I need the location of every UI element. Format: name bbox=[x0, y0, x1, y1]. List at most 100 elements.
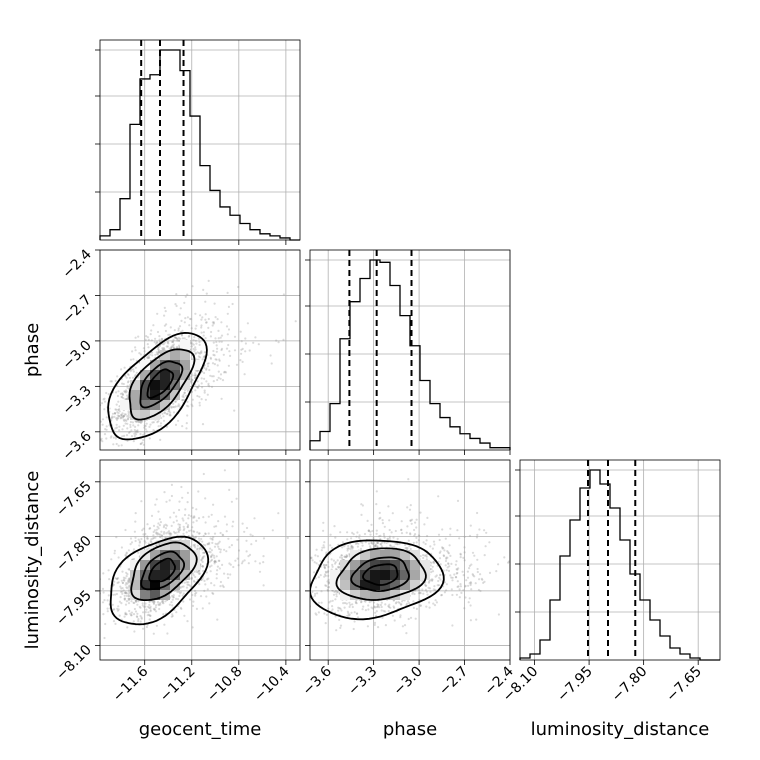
hist-luminosity-distance-frame bbox=[519, 459, 721, 661]
joint-geocent-time-vs-luminosity-distance-point bbox=[127, 602, 131, 605]
hist-luminosity-distance-step bbox=[519, 469, 720, 661]
joint-geocent-time-vs-luminosity-distance-point bbox=[137, 600, 140, 603]
joint-geocent-time-vs-luminosity-distance-point bbox=[188, 584, 192, 587]
joint-geocent-time-vs-luminosity-distance-density-cell bbox=[180, 570, 190, 580]
joint-geocent-time-vs-luminosity-distance-point bbox=[211, 591, 214, 595]
joint-geocent-time-vs-phase-point bbox=[246, 322, 249, 325]
joint-phase-vs-luminosity-distance-point bbox=[364, 600, 367, 603]
joint-phase-vs-luminosity-distance-point bbox=[470, 588, 473, 591]
joint-phase-vs-luminosity-distance-point bbox=[423, 554, 426, 557]
joint-geocent-time-vs-luminosity-distance-point bbox=[129, 612, 132, 615]
joint-geocent-time-vs-luminosity-distance-point bbox=[241, 522, 244, 525]
joint-phase-vs-luminosity-distance-point bbox=[320, 549, 323, 552]
joint-phase-vs-luminosity-distance-point bbox=[405, 531, 408, 534]
joint-geocent-time-vs-luminosity-distance-point bbox=[165, 524, 169, 527]
joint-geocent-time-vs-phase-point bbox=[200, 350, 203, 353]
joint-geocent-time-vs-phase-point bbox=[146, 343, 149, 346]
joint-geocent-time-vs-luminosity-distance-point bbox=[178, 594, 181, 598]
joint-geocent-time-vs-phase-point bbox=[209, 374, 212, 377]
joint-geocent-time-vs-luminosity-distance-point bbox=[168, 532, 171, 535]
joint-geocent-time-vs-luminosity-distance-point bbox=[146, 614, 149, 617]
joint-geocent-time-vs-luminosity-distance-point bbox=[121, 592, 124, 595]
joint-geocent-time-vs-phase-point bbox=[167, 410, 170, 413]
joint-geocent-time-vs-luminosity-distance-point bbox=[191, 526, 194, 529]
joint-geocent-time-vs-phase-point bbox=[185, 404, 189, 407]
joint-geocent-time-vs-luminosity-distance-point bbox=[155, 532, 158, 535]
joint-geocent-time-vs-phase-point bbox=[157, 349, 161, 352]
joint-geocent-time-vs-luminosity-distance-point bbox=[192, 516, 195, 519]
joint-phase-vs-luminosity-distance-point bbox=[475, 618, 478, 621]
joint-geocent-time-vs-phase-point bbox=[132, 424, 135, 427]
joint-geocent-time-vs-luminosity-distance-point bbox=[218, 547, 221, 551]
joint-geocent-time-vs-phase-point bbox=[219, 377, 222, 380]
joint-geocent-time-vs-luminosity-distance-point bbox=[191, 626, 194, 629]
joint-geocent-time-vs-luminosity-distance-point bbox=[136, 612, 139, 615]
joint-geocent-time-vs-luminosity-distance-point bbox=[194, 592, 197, 595]
joint-geocent-time-vs-phase-point bbox=[269, 354, 272, 357]
joint-geocent-time-vs-phase-point bbox=[226, 291, 229, 294]
joint-geocent-time-vs-phase-point bbox=[126, 417, 130, 420]
joint-geocent-time-vs-luminosity-distance-point bbox=[161, 537, 164, 540]
joint-phase-vs-luminosity-distance-point bbox=[384, 610, 387, 613]
joint-geocent-time-vs-phase-point bbox=[205, 380, 208, 383]
joint-geocent-time-vs-phase-point bbox=[147, 356, 150, 359]
joint-geocent-time-vs-phase-point bbox=[226, 312, 229, 315]
joint-geocent-time-vs-luminosity-distance-point bbox=[127, 599, 130, 602]
joint-geocent-time-vs-phase-point bbox=[196, 351, 199, 354]
joint-geocent-time-vs-phase-point bbox=[111, 415, 114, 418]
joint-phase-vs-luminosity-distance-point bbox=[351, 547, 354, 550]
joint-geocent-time-vs-luminosity-distance-point bbox=[211, 537, 214, 540]
joint-geocent-time-vs-phase-point bbox=[199, 314, 202, 317]
joint-geocent-time-vs-luminosity-distance-point bbox=[204, 544, 207, 547]
joint-geocent-time-vs-luminosity-distance-point bbox=[113, 549, 116, 552]
joint-geocent-time-vs-luminosity-distance-point bbox=[149, 614, 152, 618]
joint-geocent-time-vs-phase-point bbox=[120, 368, 123, 371]
joint-phase-vs-luminosity-distance-point bbox=[392, 536, 395, 539]
joint-phase-vs-luminosity-distance-point bbox=[389, 544, 392, 547]
joint-geocent-time-vs-luminosity-distance-point bbox=[143, 540, 146, 543]
joint-geocent-time-vs-phase-point bbox=[116, 375, 119, 378]
joint-geocent-time-vs-phase-point bbox=[143, 432, 146, 435]
joint-geocent-time-vs-luminosity-distance-point bbox=[172, 530, 176, 534]
joint-geocent-time-vs-phase-point bbox=[146, 356, 149, 359]
joint-geocent-time-vs-luminosity-distance-point bbox=[149, 610, 152, 613]
joint-geocent-time-vs-phase-point bbox=[219, 336, 222, 339]
joint-geocent-time-vs-luminosity-distance-point bbox=[210, 513, 213, 516]
joint-phase-vs-luminosity-distance-point bbox=[446, 550, 449, 553]
joint-geocent-time-vs-phase-point bbox=[227, 343, 230, 347]
joint-geocent-time-vs-phase-point bbox=[140, 420, 143, 423]
joint-geocent-time-vs-luminosity-distance-point bbox=[222, 585, 225, 589]
joint-geocent-time-vs-luminosity-distance-point bbox=[201, 607, 204, 610]
joint-phase-vs-luminosity-distance-point bbox=[458, 596, 461, 599]
joint-geocent-time-vs-phase-point bbox=[159, 438, 162, 441]
joint-phase-vs-luminosity-distance-point bbox=[353, 620, 356, 623]
joint-geocent-time-vs-luminosity-distance-point bbox=[141, 604, 144, 607]
joint-geocent-time-vs-phase-point bbox=[122, 424, 125, 427]
joint-geocent-time-vs-luminosity-distance-point bbox=[208, 560, 211, 564]
joint-geocent-time-vs-luminosity-distance-point bbox=[210, 558, 214, 562]
joint-geocent-time-vs-luminosity-distance-point bbox=[192, 544, 195, 547]
joint-geocent-time-vs-luminosity-distance-point bbox=[223, 469, 226, 472]
joint-geocent-time-vs-phase-point bbox=[177, 403, 180, 406]
joint-phase-vs-luminosity-distance-point bbox=[424, 542, 427, 546]
joint-geocent-time-vs-luminosity-distance-point bbox=[201, 557, 204, 560]
joint-geocent-time-vs-phase-point bbox=[170, 345, 173, 348]
joint-phase-vs-luminosity-distance-point bbox=[332, 593, 336, 596]
joint-geocent-time-vs-phase-point bbox=[202, 356, 205, 359]
joint-phase-vs-luminosity-distance-point bbox=[352, 533, 355, 536]
joint-geocent-time-vs-luminosity-distance-point bbox=[213, 525, 216, 528]
joint-geocent-time-vs-luminosity-distance-point bbox=[149, 605, 152, 608]
joint-geocent-time-vs-luminosity-distance-point bbox=[200, 537, 203, 541]
joint-geocent-time-vs-phase-point bbox=[194, 312, 197, 315]
joint-geocent-time-vs-luminosity-distance-point bbox=[125, 586, 128, 589]
joint-phase-vs-luminosity-distance-point bbox=[457, 567, 460, 570]
joint-phase-vs-luminosity-distance-point bbox=[439, 573, 442, 576]
joint-phase-vs-luminosity-distance-point bbox=[476, 570, 479, 574]
joint-geocent-time-vs-luminosity-distance-point bbox=[172, 511, 175, 514]
joint-geocent-time-vs-phase-point bbox=[175, 336, 178, 339]
joint-geocent-time-vs-phase-point bbox=[122, 397, 125, 400]
joint-geocent-time-vs-luminosity-distance-point bbox=[127, 549, 130, 552]
joint-phase-vs-luminosity-distance-point bbox=[451, 576, 454, 579]
joint-geocent-time-vs-luminosity-distance-point bbox=[213, 532, 217, 535]
joint-geocent-time-vs-luminosity-distance-contour bbox=[148, 557, 176, 583]
